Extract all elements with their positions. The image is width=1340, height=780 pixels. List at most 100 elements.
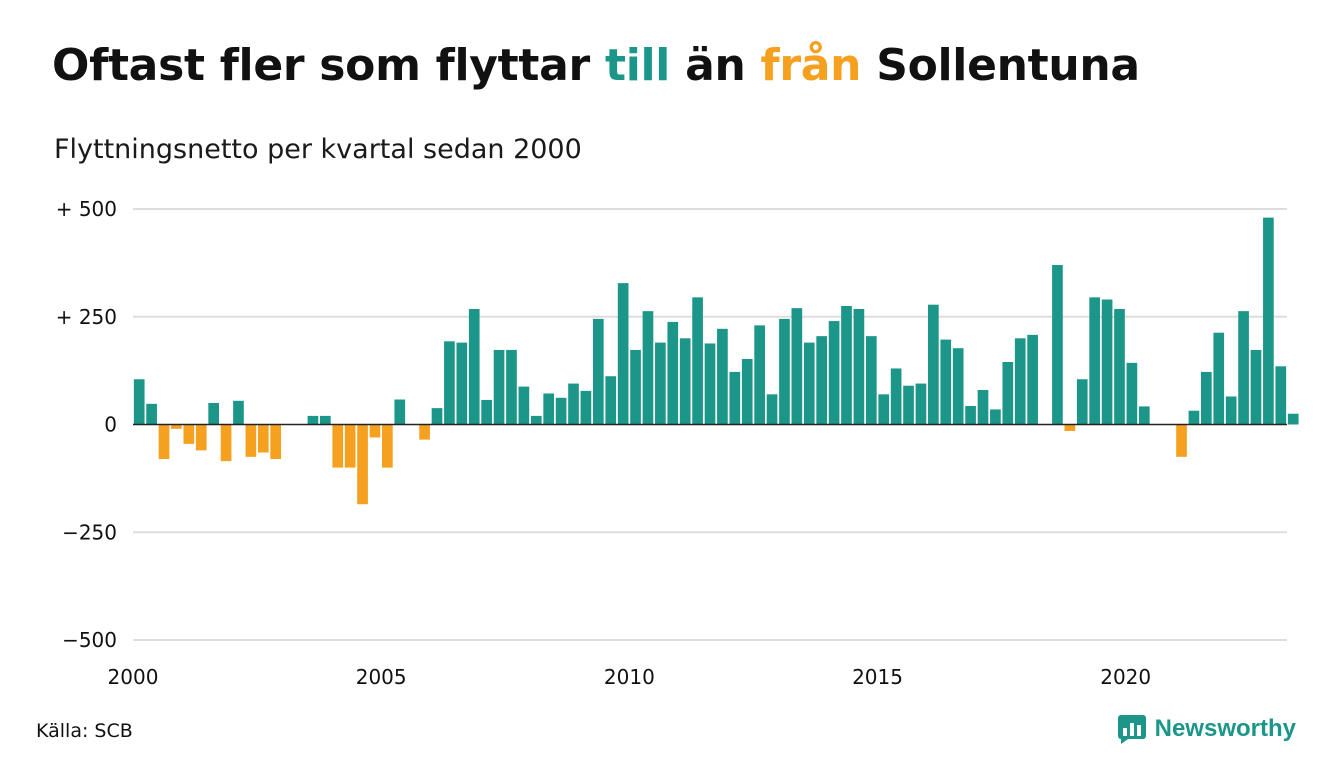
bar [990,409,1001,425]
bar-chart: + 500 + 250 0 −250 −500 2000 2005 2010 2015 2020 [56,197,1299,689]
source-label: Källa: SCB [36,720,133,742]
chart-title: Oftast fler som flyttar till än från Sol… [52,40,1140,91]
bar [605,376,617,425]
x-tick-label: 2015 [852,665,903,689]
chart-subtitle: Flyttningsnetto per kvartal sedan 2000 [54,134,582,165]
bar [568,383,579,425]
bar [1002,362,1014,425]
bar [394,399,406,425]
bar [555,397,567,425]
bar [1263,217,1274,425]
bar [1176,424,1187,457]
x-tick-label: 2020 [1100,665,1151,689]
bar [803,342,815,425]
bar [878,394,890,425]
bar [1138,406,1150,425]
bar [257,424,269,453]
bar [667,321,679,425]
y-tick-label: + 250 [56,305,117,329]
bar [1188,410,1200,425]
bar [692,297,703,425]
bar [704,343,716,425]
bar [431,408,443,425]
bar [468,308,480,425]
bar [1101,299,1113,425]
bar [1089,297,1101,425]
bar [617,283,629,425]
brand-name: Newsworthy [1154,715,1296,742]
bar [816,336,828,425]
bar [1225,396,1237,425]
bar [146,403,157,425]
bar [865,336,877,425]
bar [543,393,555,425]
bar [171,424,182,429]
y-tick-label: + 500 [56,197,117,221]
bar [828,321,840,425]
bar [754,325,765,425]
y-tick-label: −500 [62,628,117,652]
bar [580,390,592,425]
y-tick-label: 0 [104,413,117,437]
bar [940,339,952,425]
bar [1201,371,1212,425]
bar [717,328,728,425]
title-fran: från [760,40,862,91]
bar [332,424,344,468]
bar [592,318,604,425]
bar [233,400,244,425]
bar [133,379,145,425]
x-tick-label: 2000 [108,665,159,689]
bar [158,424,170,459]
bar [928,304,939,425]
chart-bars-icon [1117,715,1146,744]
bar [195,424,207,451]
bar [1287,413,1299,425]
bar [444,341,455,425]
bar [307,415,319,425]
bar [1126,362,1138,425]
x-tick-label: 2005 [356,665,407,689]
bar [481,399,492,425]
bar [841,305,852,425]
bar [890,368,902,425]
bar [506,349,517,425]
title-prefix: Oftast fler som flyttar [52,40,605,91]
bar [1114,308,1125,425]
bar [915,383,927,425]
bar [952,348,964,425]
bar [369,424,381,438]
bar [903,385,914,425]
bar [456,342,468,425]
bar [270,424,282,459]
bar [382,424,393,468]
bar [1014,338,1026,425]
bar [1238,311,1249,425]
bar [741,358,753,425]
bar [183,424,195,444]
bar [1076,379,1088,425]
bar [518,386,530,425]
y-tick-label: −250 [62,520,117,544]
bar [1064,424,1076,431]
title-till: till [604,40,671,91]
bar [642,311,654,425]
bar [208,402,219,425]
bar [791,308,803,425]
title-middle: än [670,40,761,91]
bar [779,318,790,425]
bar [729,371,741,425]
bar [530,415,542,425]
bar [344,424,356,468]
bar [245,424,257,457]
bar [1027,334,1038,425]
brand-logo: Newsworthy [1117,714,1296,744]
bar [965,405,976,425]
bar [1250,349,1262,425]
bar [630,349,641,425]
bar [220,424,232,462]
bar [1275,366,1287,425]
x-tick-label: 2010 [604,665,655,689]
bar [1052,265,1063,425]
title-suffix: Sollentuna [861,40,1140,91]
